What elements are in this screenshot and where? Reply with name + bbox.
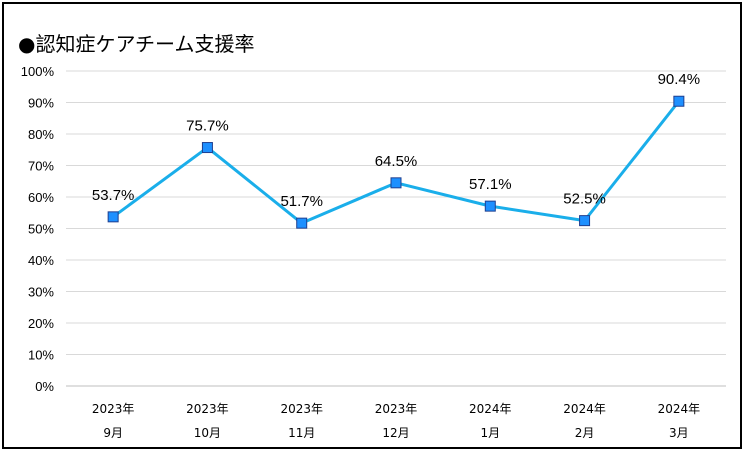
y-tick-label: 0% [35, 379, 54, 394]
x-tick-label: 2024年 [658, 402, 701, 416]
x-tick-label: 2024年 [563, 402, 606, 416]
x-tick-label: 2023年 [375, 402, 418, 416]
y-tick-label: 90% [28, 96, 54, 111]
x-tick-label: 11月 [288, 426, 315, 440]
x-tick-label: 2023年 [92, 402, 135, 416]
data-label: 90.4% [658, 71, 701, 88]
y-tick-label: 10% [28, 348, 54, 363]
data-point [296, 217, 308, 229]
x-tick-label: 2月 [575, 426, 595, 440]
data-point [390, 177, 402, 189]
data-point [107, 211, 119, 223]
y-tick-label: 70% [28, 159, 54, 174]
x-tick-label: 2023年 [280, 402, 323, 416]
data-point [484, 200, 496, 212]
data-label: 64.5% [375, 153, 418, 170]
x-tick-label: 1月 [480, 426, 500, 440]
data-point [579, 215, 591, 227]
chart-title: ●認知症ケアチーム支援率 [18, 32, 255, 56]
x-tick-label: 12月 [382, 426, 409, 440]
y-tick-label: 50% [28, 222, 54, 237]
x-tick-label: 3月 [669, 426, 689, 440]
data-label: 53.7% [92, 187, 135, 204]
x-tick-label: 10月 [194, 426, 221, 440]
y-tick-label: 40% [28, 253, 54, 268]
chart-frame [2, 2, 742, 449]
y-tick-label: 60% [28, 190, 54, 205]
y-tick-label: 100% [21, 64, 55, 79]
y-tick-label: 20% [28, 316, 54, 331]
data-label: 75.7% [186, 118, 229, 135]
x-tick-label: 2024年 [469, 402, 512, 416]
data-label: 51.7% [280, 193, 323, 210]
data-point [673, 95, 685, 107]
x-tick-label: 9月 [103, 426, 123, 440]
data-point [201, 142, 213, 154]
x-tick-label: 2023年 [186, 402, 229, 416]
y-tick-label: 80% [28, 127, 54, 142]
y-tick-label: 30% [28, 285, 54, 300]
data-label: 57.1% [469, 176, 512, 193]
data-label: 52.5% [563, 191, 606, 208]
